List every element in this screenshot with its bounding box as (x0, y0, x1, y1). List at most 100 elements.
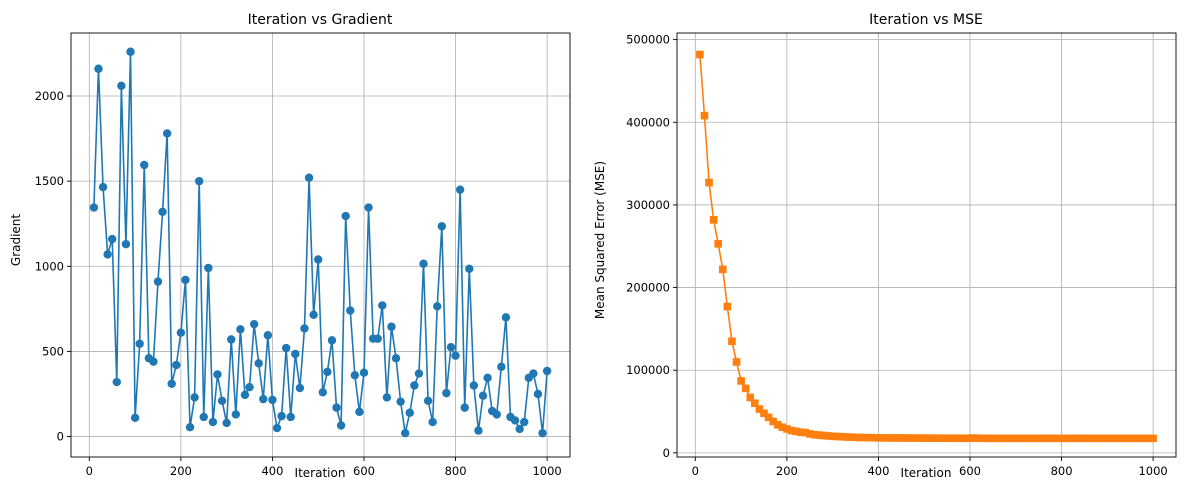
gradient-point (291, 349, 300, 359)
gradient-point (465, 264, 474, 274)
mse-point (810, 430, 819, 439)
mse-point (1044, 434, 1052, 443)
gradient-point (103, 250, 112, 259)
gradient-point (327, 336, 337, 345)
mse-point (1098, 434, 1107, 443)
mse-point (1021, 434, 1029, 443)
gradient-point (259, 394, 268, 404)
gradient-point (172, 360, 181, 370)
mse-point (778, 423, 787, 432)
mse-ytick-label: 100000 (626, 363, 670, 377)
gradient-point (130, 413, 140, 423)
gradient-ytick-label: 2000 (35, 89, 64, 103)
mse-point (970, 434, 979, 442)
mse-point (1071, 434, 1080, 443)
gradient-point (492, 410, 501, 419)
gradient-point (240, 390, 250, 400)
mse-point (915, 434, 924, 442)
mse-point (943, 434, 951, 443)
mse-xtick-label: 400 (867, 464, 889, 478)
gradient-point (98, 182, 108, 192)
gradient-point (217, 396, 227, 406)
gradient-point (89, 203, 99, 212)
gradient-point (542, 366, 552, 376)
gradient-point (529, 369, 538, 378)
mse-point (947, 434, 956, 443)
mse-point (1121, 434, 1130, 443)
mse-point (892, 434, 901, 442)
mse-ytick-label: 0 (663, 446, 670, 460)
gradient-point (510, 416, 520, 425)
gradient-point (121, 239, 131, 249)
mse-point (984, 434, 993, 443)
mse-point (911, 434, 919, 442)
mse-point (1130, 434, 1139, 443)
gradient-chart-xlabel: Iteration (295, 466, 346, 480)
gradient-point (117, 81, 126, 90)
mse-point (920, 434, 929, 442)
gradient-point (309, 310, 318, 320)
gradient-point (483, 373, 492, 383)
gradient-point (387, 322, 396, 331)
gradient-point (474, 426, 483, 435)
gradient-point (419, 259, 428, 268)
mse-point (929, 434, 938, 442)
gradient-point (167, 379, 176, 388)
mse-point (856, 433, 864, 442)
gradient-point (108, 234, 117, 244)
mse-point (1085, 434, 1093, 443)
gradient-point (236, 325, 245, 334)
mse-xtick-label: 800 (1051, 464, 1073, 478)
mse-point (938, 434, 947, 442)
gradient-point (140, 160, 149, 170)
gradient-point (414, 369, 424, 378)
gradient-point (410, 381, 419, 390)
gradient-point (373, 334, 382, 343)
gradient-point (300, 324, 309, 333)
mse-point (952, 434, 961, 443)
gradient-point (314, 255, 323, 264)
mse-point (979, 434, 988, 443)
mse-chart-xlabel: Iteration (901, 466, 952, 480)
mse-ytick-label: 400000 (626, 115, 670, 129)
mse-point (728, 337, 736, 346)
mse-point (1048, 434, 1057, 443)
mse-point (1103, 434, 1112, 443)
gradient-point (162, 129, 172, 138)
gradient-point (204, 263, 213, 273)
gradient-point (277, 411, 286, 421)
mse-point (1057, 434, 1066, 443)
mse-point (718, 265, 727, 274)
mse-point (801, 428, 809, 437)
mse-point (714, 239, 723, 248)
mse-point (989, 434, 997, 443)
mse-point (865, 433, 874, 442)
mse-point (769, 417, 777, 426)
mse-xtick-label: 200 (776, 464, 798, 478)
gradient-point (341, 211, 350, 221)
mse-point (1135, 434, 1144, 443)
gradient-point (286, 412, 295, 422)
gradient-ytick-label: 1500 (35, 174, 64, 188)
gradient-point (304, 173, 314, 182)
gradient-point (185, 423, 195, 432)
gradient-series-line (93, 50, 548, 434)
gradient-point (199, 412, 208, 422)
gradient-point (478, 391, 488, 400)
gradient-xtick-label: 1000 (532, 464, 561, 478)
mse-point (764, 413, 773, 422)
mse-axes-frame (676, 32, 1177, 458)
mse-point (819, 431, 828, 440)
mse-ytick-label: 300000 (626, 198, 670, 212)
mse-point (824, 432, 832, 440)
gradient-point (400, 428, 410, 438)
gradient-point (501, 313, 511, 322)
mse-point (1149, 434, 1157, 443)
mse-point (732, 358, 741, 366)
gradient-point (227, 335, 236, 344)
gradient-chart-title: Iteration vs Gradient (248, 12, 393, 28)
gradient-point (533, 389, 543, 399)
mse-point (783, 425, 791, 433)
mse-point (1007, 434, 1015, 443)
